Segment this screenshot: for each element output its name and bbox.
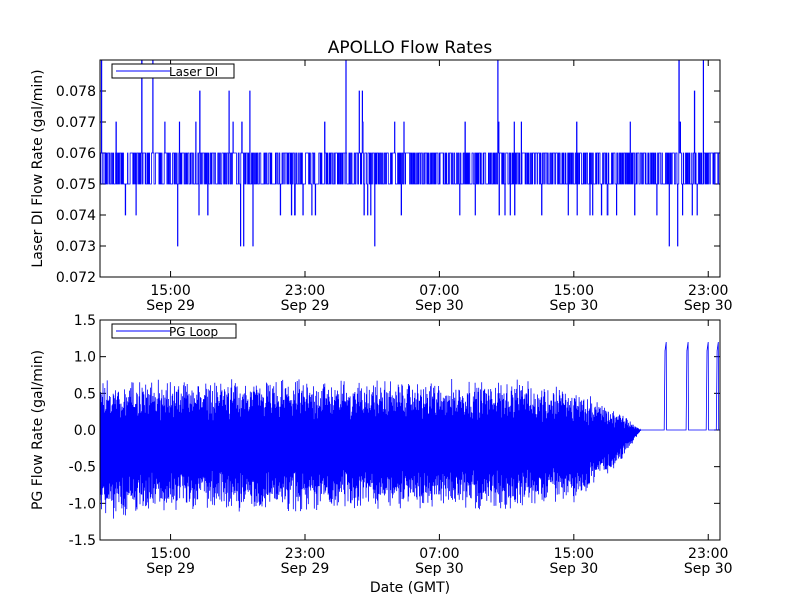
x-tick-time-label: 23:00: [285, 283, 325, 299]
y-tick-label: 0.5: [74, 386, 96, 402]
x-tick-date-label: Sep 30: [549, 298, 598, 314]
x-tick-date-label: Sep 29: [146, 298, 195, 314]
laser-di-plot-frame: [99, 59, 721, 278]
x-axis-label: Date (GMT): [370, 580, 450, 596]
y-tick-label: 1.5: [74, 313, 96, 329]
y-tick-label: 0.077: [56, 115, 96, 131]
laser-di-subplot: 0.072 0.073 0.074 0.075 0.076 0.077 0.078 15:00…: [30, 59, 733, 314]
legend-label: PG Loop: [169, 325, 218, 339]
laser-di-series: [100, 60, 720, 247]
x-tick-time-label: 15:00: [554, 283, 594, 299]
x-tick-date-label: Sep 30: [684, 298, 733, 314]
pg-loop-series: [100, 341, 720, 519]
y-tick-label: 0.075: [56, 177, 96, 193]
x-tick-time-label: 23:00: [688, 283, 728, 299]
y-tick-label: 0.074: [56, 208, 96, 224]
x-tick-date-label: Sep 29: [146, 561, 195, 577]
x-tick-date-label: Sep 29: [281, 298, 330, 314]
x-tick-time-label: 15:00: [150, 283, 190, 299]
y-tick-label: -1.5: [69, 533, 96, 549]
legend-box: [111, 323, 237, 339]
x-tick-time-label: 23:00: [688, 546, 728, 562]
x-tick-date-label: Sep 30: [549, 561, 598, 577]
x-tick-date-label: Sep 29: [281, 561, 330, 577]
pg-loop-plot-frame: [99, 319, 721, 541]
x-tick-date-label: Sep 30: [684, 561, 733, 577]
y-tick-label: 0.078: [56, 84, 96, 100]
x-tick-time-label: 15:00: [554, 546, 594, 562]
x-tick-date-label: Sep 30: [415, 561, 464, 577]
laser-di-legend: Laser DI: [111, 63, 235, 79]
y-tick-label: 0.0: [74, 423, 96, 439]
x-tick-time-label: 23:00: [285, 546, 325, 562]
pg-loop-legend: PG Loop: [111, 323, 237, 339]
y-tick-label: -1.0: [69, 496, 96, 512]
y-tick-label: 0.076: [56, 146, 96, 162]
y-tick-label: 0.072: [56, 270, 96, 286]
pg-loop-line: [100, 341, 720, 519]
y-tick-label: 1.0: [74, 350, 96, 366]
laser-di-axis-ticks: 0.072 0.073 0.074 0.075 0.076 0.077 0.078 15:00…: [56, 60, 733, 314]
x-tick-time-label: 15:00: [150, 546, 190, 562]
y-tick-label: 0.073: [56, 239, 96, 255]
chart-title: APOLLO Flow Rates: [328, 38, 493, 58]
legend-label: Laser DI: [169, 65, 218, 79]
x-tick-time-label: 07:00: [419, 283, 459, 299]
laser-di-line: [100, 60, 720, 247]
x-tick-time-label: 07:00: [419, 546, 459, 562]
y-tick-label: -0.5: [69, 460, 96, 476]
y-axis-label: PG Flow Rate (gal/min): [30, 350, 46, 510]
y-axis-label: Laser DI Flow Rate (gal/min): [30, 69, 46, 267]
legend-box: [111, 63, 235, 79]
x-tick-date-label: Sep 30: [415, 298, 464, 314]
